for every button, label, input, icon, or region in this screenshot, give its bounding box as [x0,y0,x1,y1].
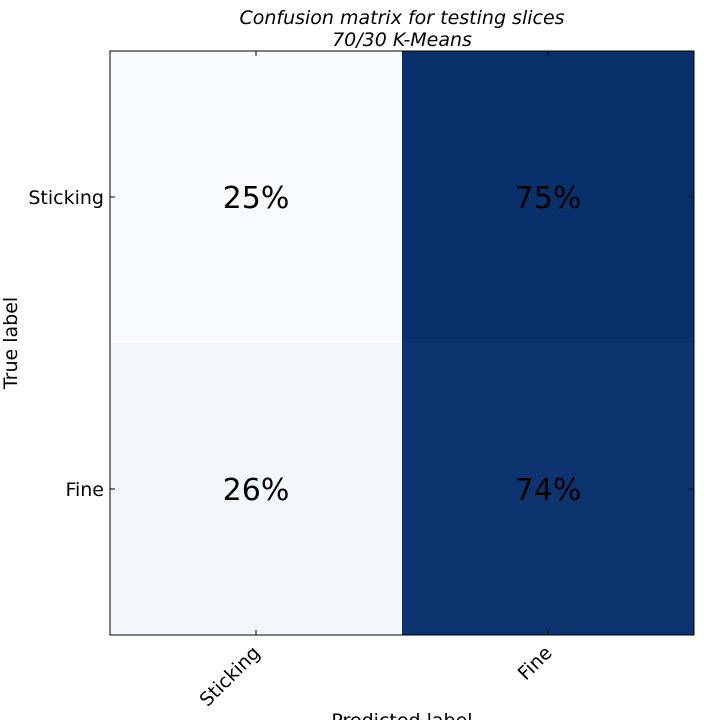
axis-ticks [110,51,694,635]
heatmap-cell-1-0 [110,343,402,635]
x-tick-label-1: Fine [514,642,557,685]
cell-value-label-1-0: 26% [223,473,290,508]
cell-value-label-1-1: 74% [515,473,582,508]
heatmap-cells [110,51,694,635]
y-tick-label-1: Fine [65,479,104,501]
cell-value-label-0-0: 25% [223,181,290,216]
heatmap-cell-0-1 [402,51,694,343]
chart-title: Confusion matrix for testing slices [239,7,564,29]
chart-subtitle: 70/30 K-Means [332,29,472,51]
y-tick-label-0: Sticking [28,187,104,209]
heatmap-cell-0-0 [110,51,402,343]
cell-value-label-0-1: 75% [515,181,582,216]
x-axis-label: Predicted label [331,710,472,720]
y-axis-label: True label [0,297,22,390]
x-tick-label-0: Sticking [196,642,265,711]
heatmap-cell-1-1 [402,343,694,635]
plot-frame [109,50,695,636]
heatmap-cell-labels: 25% 75% 26% 74% [223,181,582,508]
